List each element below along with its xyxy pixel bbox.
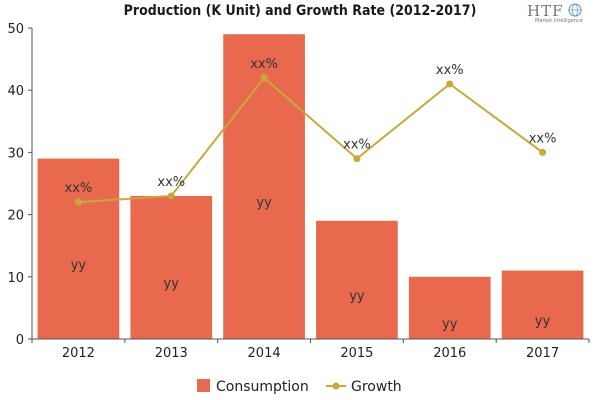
- logo-mark: HTF: [527, 2, 564, 20]
- growth-point: [74, 198, 82, 206]
- growth-data-label: xx%: [250, 57, 278, 72]
- x-tick-label: 2016: [433, 346, 466, 361]
- growth-point: [260, 74, 268, 82]
- bar: [37, 158, 120, 339]
- bar-data-label: yy: [442, 317, 458, 332]
- bar: [408, 276, 491, 339]
- growth-data-label: xx%: [436, 63, 464, 78]
- growth-data-label: xx%: [529, 131, 557, 146]
- y-tick-label: 50: [7, 22, 24, 37]
- y-tick-label: 0: [16, 333, 24, 348]
- growth-point: [446, 80, 454, 88]
- x-tick-label: 2013: [155, 346, 188, 361]
- chart-title: Production (K Unit) and Growth Rate (201…: [123, 3, 477, 19]
- growth-point: [167, 192, 175, 200]
- growth-data-label: xx%: [343, 138, 371, 153]
- x-tick-label: 2015: [340, 346, 373, 361]
- bar-data-label: yy: [164, 276, 180, 291]
- growth-point: [353, 155, 361, 163]
- growth-data-label: xx%: [157, 175, 185, 190]
- bar: [130, 195, 213, 339]
- legend-swatch-consumption: [197, 379, 210, 392]
- bar-data-label: yy: [71, 258, 87, 273]
- x-tick-label: 2012: [62, 346, 95, 361]
- globe-icon: [568, 3, 582, 17]
- x-tick-label: 2014: [248, 346, 281, 361]
- growth-point: [539, 148, 547, 156]
- bar: [316, 220, 398, 339]
- bar-data-label: yy: [349, 289, 365, 304]
- bar: [501, 270, 584, 339]
- y-tick-label: 10: [7, 271, 24, 286]
- logo-tagline: Market Intelligence: [535, 18, 583, 24]
- bar: [223, 34, 305, 339]
- legend-label-growth: Growth: [351, 379, 402, 395]
- legend-label-consumption: Consumption: [216, 379, 309, 395]
- y-tick-label: 40: [7, 84, 24, 99]
- growth-data-label: xx%: [65, 181, 93, 196]
- growth-line: [78, 76, 544, 204]
- legend-marker-growth: [332, 382, 340, 390]
- htf-logo: HTF Market Intelligence: [527, 2, 587, 24]
- bar-data-label: yy: [535, 314, 551, 329]
- y-tick-label: 20: [7, 209, 24, 224]
- bar-data-label: yy: [256, 196, 272, 211]
- x-tick-label: 2017: [526, 346, 559, 361]
- y-tick-label: 30: [7, 146, 24, 161]
